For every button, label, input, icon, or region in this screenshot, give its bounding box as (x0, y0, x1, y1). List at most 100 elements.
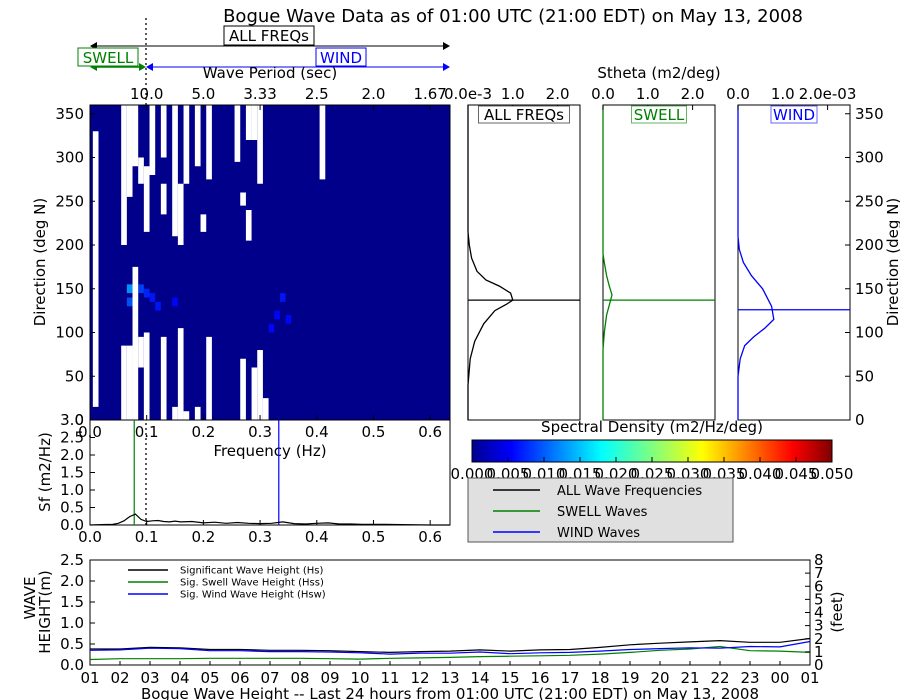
heatmap-hotspot-cell (143, 288, 150, 298)
heatmap-gap-cell (132, 266, 139, 420)
height-ytick-label: 2.5 (60, 551, 84, 569)
colorbar: Spectral Density (m2/Hz/deg) 0.0000.0050… (451, 418, 854, 483)
stheta-xtick-label: 0.0 (726, 85, 750, 103)
heatmap-gap-cell (172, 105, 178, 237)
heatmap-gap-cell (149, 105, 156, 175)
heatmap-xtick-label: 0.2 (191, 423, 215, 441)
height-ytick-right-label: 2 (814, 630, 824, 648)
heatmap-ytick-label: 250 (55, 192, 84, 210)
stheta-xtick-label: 1.0 (501, 85, 525, 103)
heatmap-gap-cell (126, 345, 133, 420)
freq-ytick-label: 3.0 (60, 411, 84, 429)
heatmap-gap-cell (160, 105, 167, 158)
heatmap-top-tick-label: 10.0 (130, 85, 163, 103)
height-xtick-label: 23 (740, 669, 759, 687)
heatmap-gap-cell (251, 105, 258, 140)
freq-xtick-label: 0.2 (191, 528, 215, 546)
heatmap-ylabel: Direction (deg N) (31, 198, 49, 327)
stheta-label: SWELL (634, 106, 685, 124)
freq-spectrum-curve (89, 513, 450, 526)
stheta-curve (467, 105, 514, 420)
heatmap-gap-cell (138, 336, 144, 368)
stheta-label-box (478, 105, 570, 124)
wind-band-arrow-right (443, 63, 450, 71)
wave-height-panel: Bogue Wave Height -- Last 24 hours from … (21, 551, 846, 700)
height-ylabel-wave: WAVE (21, 576, 39, 619)
heatmap-gap-cell (245, 105, 252, 140)
heatmap-gap-cell (194, 406, 201, 420)
height-xtick-label: 08 (290, 669, 309, 687)
stheta-label-box (631, 105, 687, 124)
heatmap-top-tick-label: 2.0 (362, 85, 386, 103)
height-xtick-label: 05 (200, 669, 219, 687)
height-xtick-label: 13 (440, 669, 459, 687)
heatmap-gap-cell (177, 183, 184, 245)
heatmap-xtick-label: 0.6 (418, 423, 442, 441)
stheta-ytick-label: 300 (855, 149, 884, 167)
stheta-ytick-label: 0 (855, 411, 865, 429)
heatmap-ytick-label: 100 (55, 324, 84, 342)
freq-ytick-label: 2.5 (60, 429, 84, 447)
stheta-xtick-label: 2.0e-03 (799, 85, 857, 103)
freq-ytick-label: 1.5 (60, 464, 84, 482)
heatmap-gap-cell (143, 332, 150, 420)
freq-xtick-label: 0.1 (135, 528, 159, 546)
heatmap-gap-cell (245, 210, 252, 241)
figure-title: Bogue Wave Data as of 01:00 UTC (21:00 E… (223, 6, 803, 27)
height-xtick-label: 04 (170, 669, 189, 687)
height-series-line (90, 637, 811, 654)
heatmap-gap-cell (183, 105, 190, 184)
heatmap-gap-cell (160, 336, 167, 420)
stheta-ytick-label: 350 (855, 105, 884, 123)
colorbar-title: Spectral Density (m2/Hz/deg) (541, 418, 763, 436)
heatmap-xtick-label: 0.3 (248, 423, 272, 441)
height-xtick-label: 15 (500, 669, 519, 687)
heatmap-top-tick-label: 2.5 (305, 85, 329, 103)
heatmap-gap-cell (121, 345, 127, 420)
stheta-frame (467, 104, 581, 421)
height-xtick-label: 03 (140, 669, 159, 687)
heatmap-hotspot-cell (149, 293, 156, 302)
freq-ytick-label: 0.0 (60, 516, 84, 534)
height-ytick-label: 0.0 (60, 656, 84, 674)
heatmap-hotspot-cell (268, 323, 275, 333)
heatmap-gap-cell (262, 398, 269, 420)
heatmap-gap-cell (160, 183, 167, 215)
colorbar-tick-label: 0.045 (775, 465, 818, 483)
frequency-spectrum-panel: Sf (m2/Hz) 0.0 0.1 0.2 0.3 0.4 0.5 0.60.00.51.… (36, 411, 451, 546)
band-annotations: ALL FREQs SWELL WIND (77, 25, 450, 71)
freq-ylabel: Sf (m2/Hz) (36, 432, 54, 512)
stheta-xtick-label: 1.0 (771, 85, 795, 103)
stheta-curve (737, 105, 775, 420)
stheta-frame (602, 104, 716, 421)
height-xtick-label: 00 (770, 669, 789, 687)
heatmap-ytick-label: 150 (55, 280, 84, 298)
heatmap-top-xlabel: Wave Period (sec) (203, 64, 337, 82)
stheta-xtick-label: 2.0 (546, 85, 570, 103)
legend-box: ALL Wave Frequencies SWELL Waves WIND Wave… (467, 477, 734, 543)
freq-xtick-label: 0.3 (248, 528, 272, 546)
heatmap-gap-cell (234, 105, 241, 162)
heatmap-gap-cell (194, 105, 201, 167)
height-ytick-right-label: 8 (814, 551, 824, 569)
heatmap-gap-cell (92, 131, 99, 407)
all-band-arrow-right (443, 42, 450, 50)
heatmap-xlabel: Frequency (Hz) (213, 442, 326, 460)
stheta-frame (737, 104, 851, 421)
all-band-label-box (223, 25, 315, 46)
stheta-label: ALL FREQs (484, 106, 564, 124)
freq-ytick-label: 2.0 (60, 446, 84, 464)
height-xtick-label: 19 (620, 669, 639, 687)
swell-band-label: SWELL (83, 49, 134, 67)
heatmap-gap-cell (319, 105, 326, 180)
wind-band-arrow-left (146, 63, 153, 71)
heatmap-xtick-label: 0.4 (305, 423, 329, 441)
stheta-wind-panel: 0.0 1.0 2.0e-03 WIND 0 50 100 150 200 250 300 350 (726, 85, 884, 429)
height-ylabel-right: (feet) (828, 591, 846, 632)
height-xtick-label: 09 (320, 669, 339, 687)
stheta-xtick-label: 2.0 (681, 85, 705, 103)
all-band-label: ALL FREQs (229, 27, 309, 45)
heatmap-gap-cell (200, 214, 207, 232)
stheta-ytick-label: 250 (855, 192, 884, 210)
heatmap-hotspot-cell (285, 315, 292, 324)
